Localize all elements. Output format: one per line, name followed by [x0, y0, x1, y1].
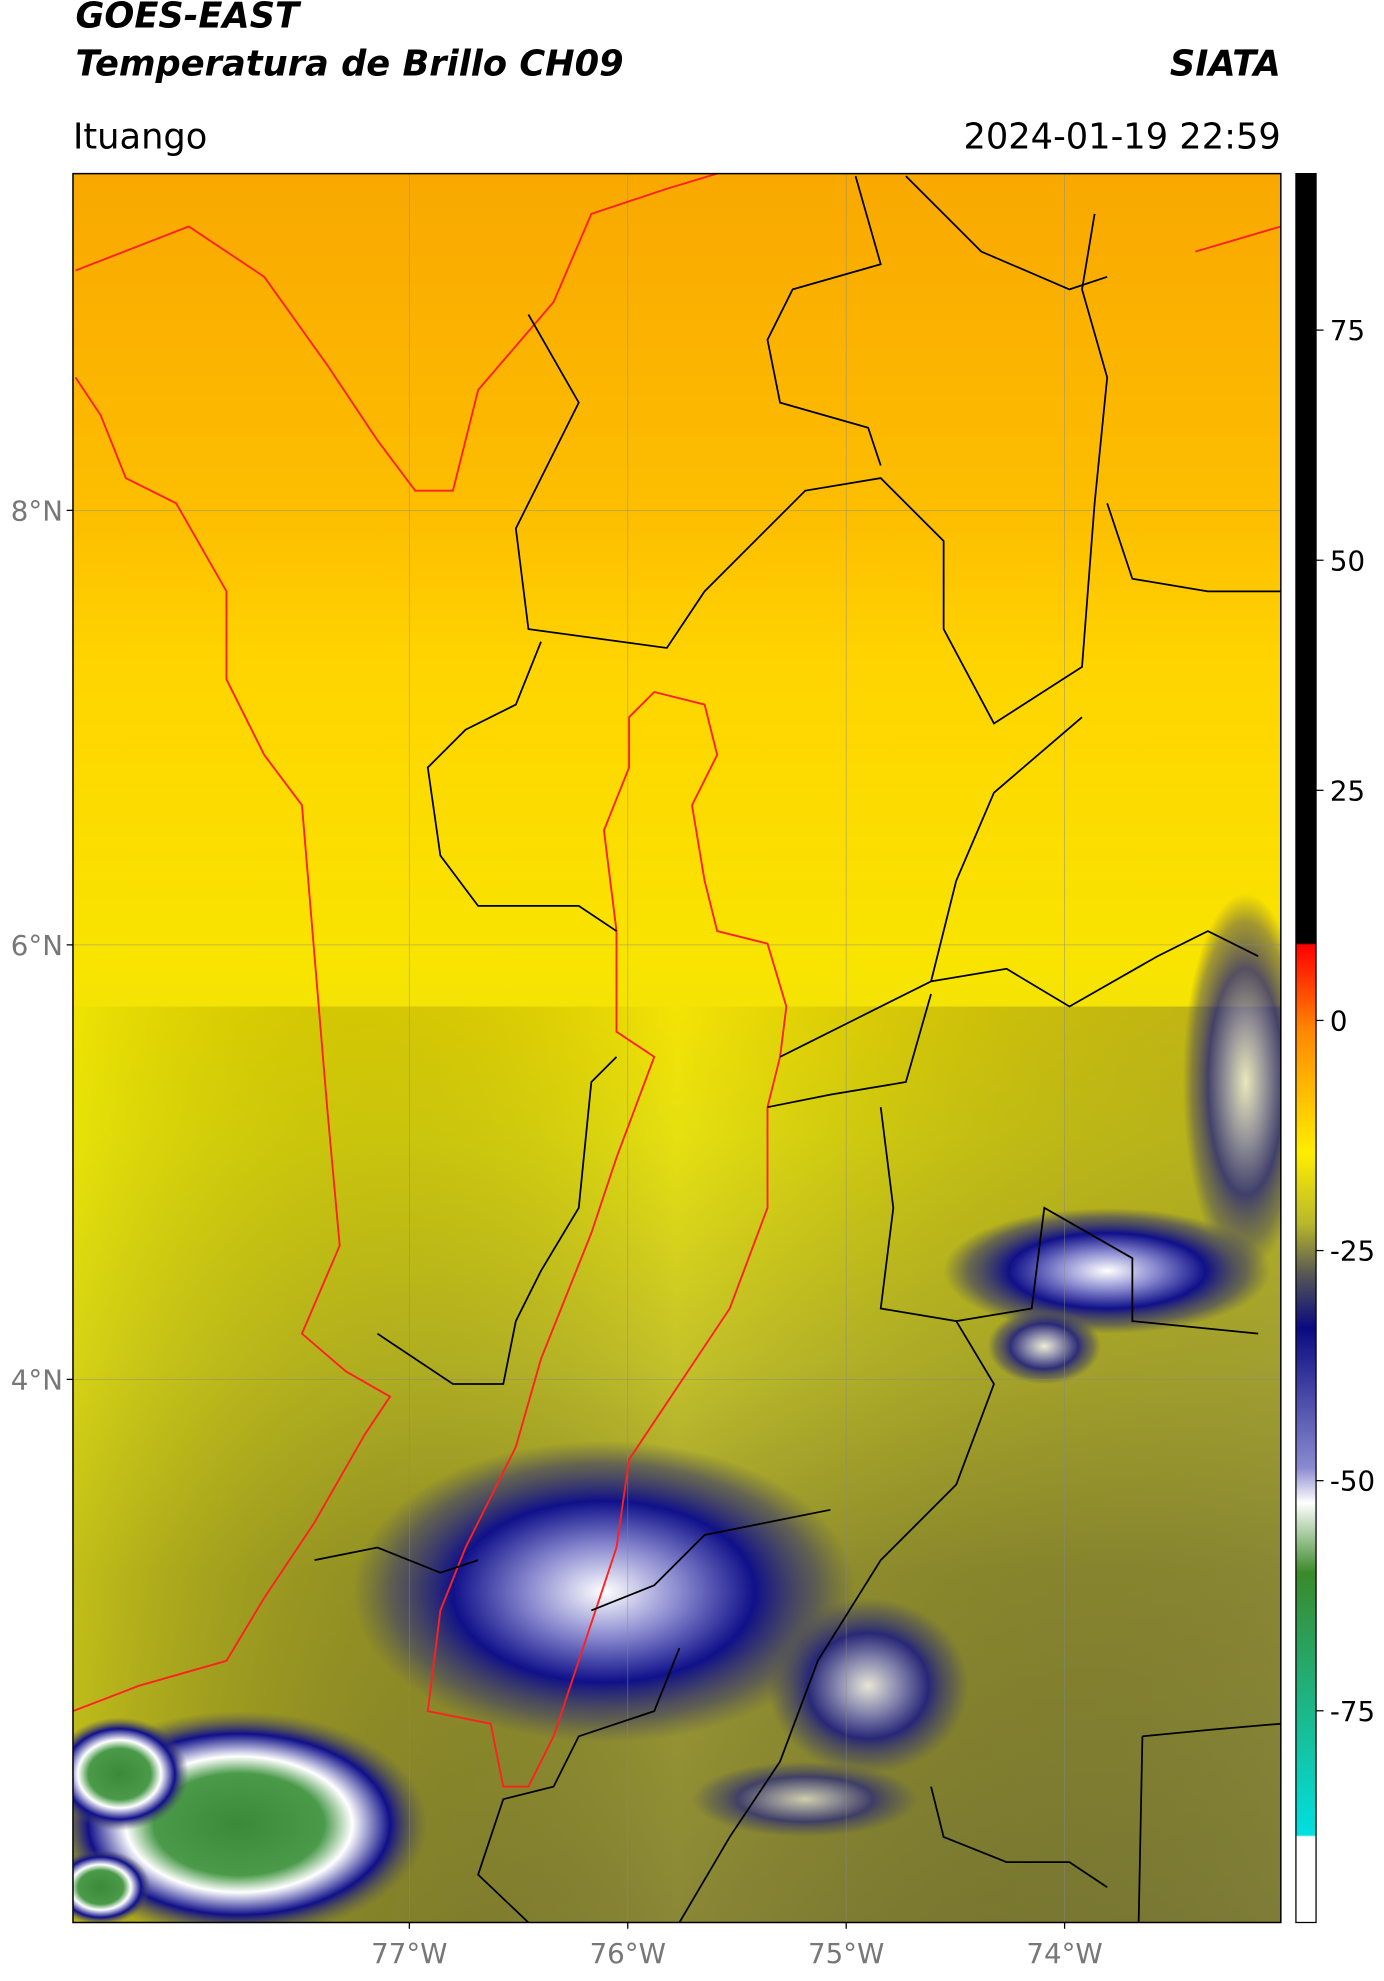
cloud — [767, 1597, 969, 1775]
cloud — [72, 1717, 189, 1831]
cloud — [987, 1308, 1101, 1384]
source: SIATA — [1170, 43, 1281, 84]
title: GOES-EAST — [75, 0, 302, 37]
admin-border — [314, 175, 1281, 1923]
datetime: 2024-01-19 22:59 — [963, 116, 1280, 157]
x-tick-label: 77°W — [371, 1937, 447, 1970]
cloud — [1182, 893, 1281, 1271]
cloud — [72, 1849, 151, 1923]
map-frame — [72, 172, 1282, 1924]
y-tick-label: 8°N — [11, 494, 63, 527]
location: Ituango — [73, 116, 207, 157]
x-tick-label: 75°W — [808, 1937, 884, 1970]
cloud — [692, 1761, 919, 1837]
cloud — [352, 1440, 856, 1743]
coastline — [72, 173, 1281, 1713]
colorbar-tick-label: -25 — [1330, 1235, 1375, 1268]
colorbar-tick-label: 25 — [1330, 774, 1365, 807]
cloud — [943, 1207, 1271, 1334]
title: Temperatura de Brillo CH09 — [75, 43, 623, 84]
map — [72, 173, 1281, 1923]
colorbar-tick-label: -50 — [1330, 1465, 1375, 1498]
x-tick-label: 76°W — [590, 1937, 666, 1970]
x-tick-label: 74°W — [1026, 1937, 1102, 1970]
colorbar-tick-label: 50 — [1330, 544, 1365, 577]
colorbar-tick-label: -75 — [1330, 1695, 1375, 1728]
colorbar — [1295, 172, 1317, 1924]
y-tick-label: 6°N — [11, 929, 63, 962]
colorbar-tick-label: 75 — [1330, 314, 1365, 347]
catchment-outline — [426, 690, 788, 1788]
colorbar-tick-label: 0 — [1330, 1005, 1348, 1038]
y-tick-label: 4°N — [11, 1363, 63, 1396]
